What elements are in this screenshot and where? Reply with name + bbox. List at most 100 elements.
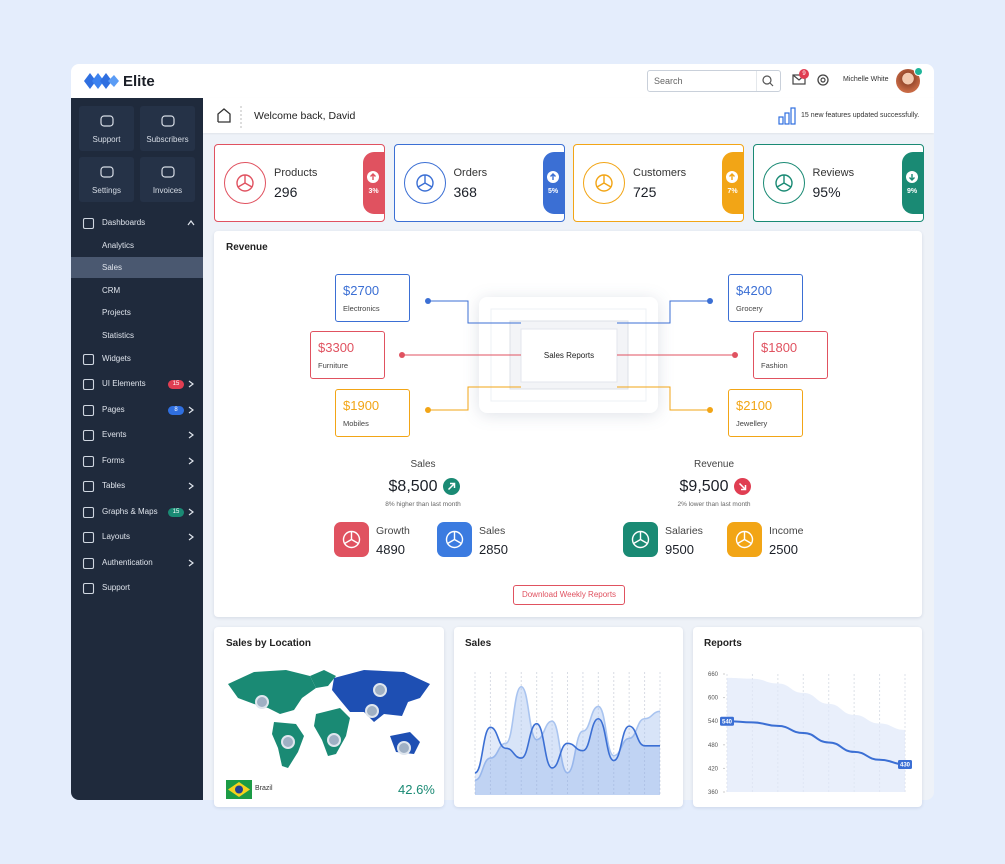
sidebar-tile[interactable]	[79, 106, 134, 151]
icon-shape	[82, 557, 95, 569]
icon-shape	[188, 380, 194, 388]
submenu-item: CRM	[102, 285, 121, 295]
notice-text: 15 new features updated successfully.	[801, 112, 920, 119]
icon-shape	[237, 175, 253, 188]
icon-shape	[100, 166, 114, 178]
menu-item: Support	[102, 583, 131, 592]
panel-title: Sales	[465, 638, 492, 649]
menu-icon	[82, 429, 95, 442]
menu-item: Dashboards	[102, 218, 146, 227]
sidebar-tile[interactable]	[140, 106, 195, 151]
y-tick-label: 660	[708, 672, 719, 678]
stat-label: Orders	[453, 167, 488, 179]
stat-tab	[901, 152, 923, 214]
icon-shape	[417, 175, 432, 188]
icon-shape	[82, 404, 95, 416]
revenue-amount: $4200	[736, 283, 773, 298]
submenu-item: Projects	[102, 308, 131, 317]
summary-amount: $9,500	[679, 478, 729, 495]
header-icons[interactable]	[790, 68, 834, 90]
welcome-bar	[203, 98, 934, 133]
tile-label: Subscribers	[146, 135, 189, 144]
tile-label: Settings	[92, 186, 121, 195]
user-name: Michelle White	[843, 76, 889, 83]
brazil-flag	[226, 780, 252, 799]
revenue-box	[728, 389, 803, 437]
icon-shape	[188, 482, 194, 490]
icon-shape	[188, 533, 194, 541]
home-icon[interactable]	[214, 106, 254, 128]
welcome-text: Welcome back, David	[254, 110, 356, 122]
sidebar-tile[interactable]	[79, 157, 134, 202]
summary-trend	[443, 478, 460, 495]
stat-change: 5%	[547, 188, 559, 195]
revenue-box	[310, 331, 385, 379]
menu-item: Forms	[102, 455, 125, 465]
sales-area	[475, 686, 660, 795]
revenue-category: Furniture	[318, 361, 349, 370]
revenue-amount: $3300	[318, 340, 355, 355]
revenue-amount: $2700	[343, 283, 380, 298]
icon-shape	[82, 506, 95, 518]
stat-tab	[722, 152, 743, 214]
tile-label: Support	[92, 135, 121, 144]
menu-icon	[82, 217, 95, 230]
tile-label: Invoices	[152, 186, 183, 195]
y-tick-label: 540	[708, 719, 719, 725]
summary-amount: $8,500	[388, 478, 438, 495]
reports-chart: 660 600 540 480 420 360 540 430	[708, 672, 912, 796]
metric-glyph	[445, 530, 464, 549]
menu-icon	[82, 455, 95, 467]
sales-area	[475, 718, 660, 795]
download-button[interactable]: Download Weekly Reports	[513, 585, 625, 605]
center-label: Sales Reports	[543, 351, 595, 360]
brand: Elite	[123, 73, 155, 90]
menu-chevron	[188, 508, 194, 515]
summary-note: 8% higher than last month	[385, 501, 461, 508]
icon-shape	[82, 378, 95, 391]
icon-shape	[908, 174, 915, 181]
y-tick-label: 420	[708, 766, 719, 772]
revenue-category: Grocery	[736, 304, 763, 313]
icon-shape	[82, 353, 95, 365]
menu-badge: 15	[168, 507, 184, 517]
icon-shape	[776, 175, 791, 188]
metric-value: 2500	[769, 542, 798, 557]
menu-icon	[82, 531, 95, 544]
icon-shape	[188, 559, 194, 566]
world-map	[228, 670, 430, 768]
stat-icon	[762, 162, 805, 204]
menu-chevron	[188, 482, 194, 490]
value-label-bg	[720, 716, 734, 726]
menu-chevron	[188, 380, 194, 388]
notification-badge: 9	[799, 69, 809, 79]
sidebar-tile[interactable]	[140, 157, 195, 202]
icon-shape	[738, 482, 747, 491]
menu-icon	[82, 557, 95, 569]
search-box[interactable]	[647, 70, 781, 92]
active-item	[71, 257, 203, 278]
notice-icon	[778, 107, 796, 125]
icon-shape	[100, 115, 114, 127]
revenue-box	[753, 331, 828, 379]
menu-item: Graphs & Maps	[102, 506, 158, 516]
icon-shape	[82, 480, 95, 493]
stat-label: Reviews	[812, 167, 855, 179]
summary-trend	[734, 478, 751, 495]
search-placeholder: Search	[654, 76, 683, 86]
stat-change: 9%	[906, 188, 918, 195]
submenu-item: Statistics	[102, 330, 135, 340]
menu-icon	[82, 404, 95, 416]
stat-glyph	[236, 174, 254, 192]
summary-note: 2% lower than last month	[677, 501, 751, 508]
menu-item: Authentication	[102, 557, 153, 567]
submenu-item: Analytics	[102, 240, 135, 250]
search-button[interactable]	[756, 70, 780, 92]
menu-item: Layouts	[102, 532, 131, 541]
icon-shape	[633, 531, 648, 545]
metric-glyph	[631, 530, 650, 549]
menu-item: Widgets	[102, 353, 131, 363]
metric-label: Income	[769, 525, 804, 537]
value-label: 430	[900, 763, 911, 769]
